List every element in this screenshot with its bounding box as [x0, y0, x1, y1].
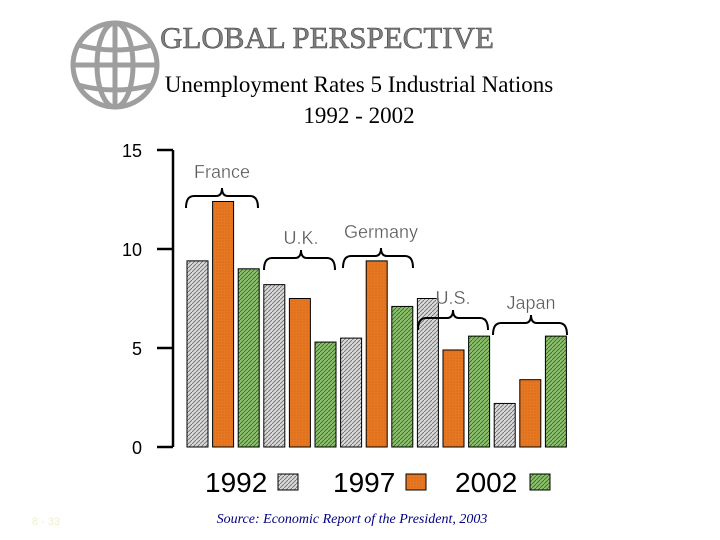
bar-japan-2002: [544, 335, 567, 448]
globe-icon: [70, 20, 160, 110]
brace-germany: [342, 247, 414, 269]
legend-swatch-1997: [405, 473, 427, 491]
source-note: Source: Economic Report of the President…: [217, 512, 488, 527]
brace-japan: [492, 314, 568, 336]
y-tick-label: 0: [132, 438, 142, 458]
chart-subtitle-line1: Unemployment Rates 5 Industrial Nations: [165, 72, 553, 97]
slide-title: GLOBAL PERSPECTIVE: [160, 20, 494, 55]
y-axis-ticks: 0 5 10 15: [122, 141, 173, 458]
y-tick-label: 15: [122, 141, 142, 161]
bar-uk-2002: [314, 341, 337, 448]
legend-label-1992: 1992: [205, 467, 267, 498]
country-labels: France U.K. Germany U.S. Japan: [185, 162, 568, 336]
bars: [186, 200, 567, 448]
bar-france-1997: [212, 200, 235, 448]
category-label-japan: Japan: [506, 293, 555, 313]
category-label-germany: Germany: [344, 222, 418, 242]
bar-uk-1992: [263, 284, 286, 448]
chart-subtitle-line2: 1992 - 2002: [303, 103, 414, 128]
legend-label-2002: 2002: [455, 467, 517, 498]
bar-us-1992: [416, 298, 439, 448]
bar-germany-1992: [340, 337, 363, 448]
bar-france-1992: [186, 260, 209, 448]
legend-swatch-2002: [529, 473, 551, 491]
bar-japan-1997: [519, 379, 542, 448]
bar-us-2002: [468, 335, 491, 448]
category-label-uk: U.K.: [283, 228, 318, 248]
y-tick-label: 5: [132, 339, 142, 359]
category-label-us: U.S.: [435, 288, 470, 308]
legend: 1992 1997 2002: [205, 467, 551, 498]
brace-uk: [263, 249, 336, 271]
slide-number: 8 - 33: [32, 516, 60, 528]
legend-swatch-1992: [277, 473, 299, 491]
bar-japan-1992: [493, 402, 516, 448]
bar-uk-1997: [288, 298, 311, 448]
y-tick-label: 10: [122, 240, 142, 260]
bar-germany-2002: [391, 305, 414, 448]
category-label-france: France: [194, 162, 250, 182]
brace-us: [417, 309, 489, 331]
legend-label-1997: 1997: [333, 467, 395, 498]
bar-germany-1997: [365, 260, 388, 448]
bar-france-2002: [237, 268, 260, 448]
bar-us-1997: [442, 349, 465, 448]
brace-france: [185, 187, 259, 209]
